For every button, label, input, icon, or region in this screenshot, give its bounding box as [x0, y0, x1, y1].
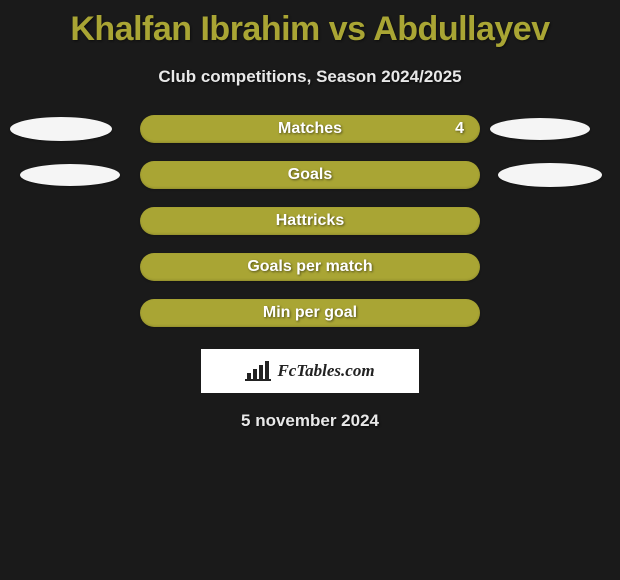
- stat-label: Goals: [288, 166, 332, 184]
- stat-label: Hattricks: [276, 212, 344, 230]
- stat-value: 4: [455, 120, 464, 138]
- brand-text: FcTables.com: [277, 361, 374, 381]
- comparison-row: Min per goal: [0, 299, 620, 327]
- brand-badge: FcTables.com: [201, 349, 419, 393]
- page-title: Khalfan Ibrahim vs Abdullayev: [0, 0, 620, 49]
- stat-label: Goals per match: [247, 258, 372, 276]
- left-stat-ellipse: [10, 117, 112, 141]
- stat-bar: Goals per match: [140, 253, 480, 281]
- comparison-row: Matches 4: [0, 115, 620, 143]
- stat-label: Matches: [278, 120, 342, 138]
- stat-bar: Goals: [140, 161, 480, 189]
- stat-bar: Matches 4: [140, 115, 480, 143]
- stat-bar: Min per goal: [140, 299, 480, 327]
- subtitle: Club competitions, Season 2024/2025: [0, 67, 620, 87]
- left-stat-ellipse: [20, 164, 120, 186]
- comparison-row: Goals per match: [0, 253, 620, 281]
- date-text: 5 november 2024: [0, 411, 620, 431]
- right-stat-ellipse: [498, 163, 602, 187]
- comparison-rows: Matches 4 Goals Hattricks Goals per match Min…: [0, 115, 620, 327]
- right-stat-ellipse: [490, 118, 590, 140]
- comparison-row: Goals: [0, 161, 620, 189]
- bar-chart-icon: [245, 361, 271, 381]
- stat-bar: Hattricks: [140, 207, 480, 235]
- stat-label: Min per goal: [263, 304, 357, 322]
- comparison-row: Hattricks: [0, 207, 620, 235]
